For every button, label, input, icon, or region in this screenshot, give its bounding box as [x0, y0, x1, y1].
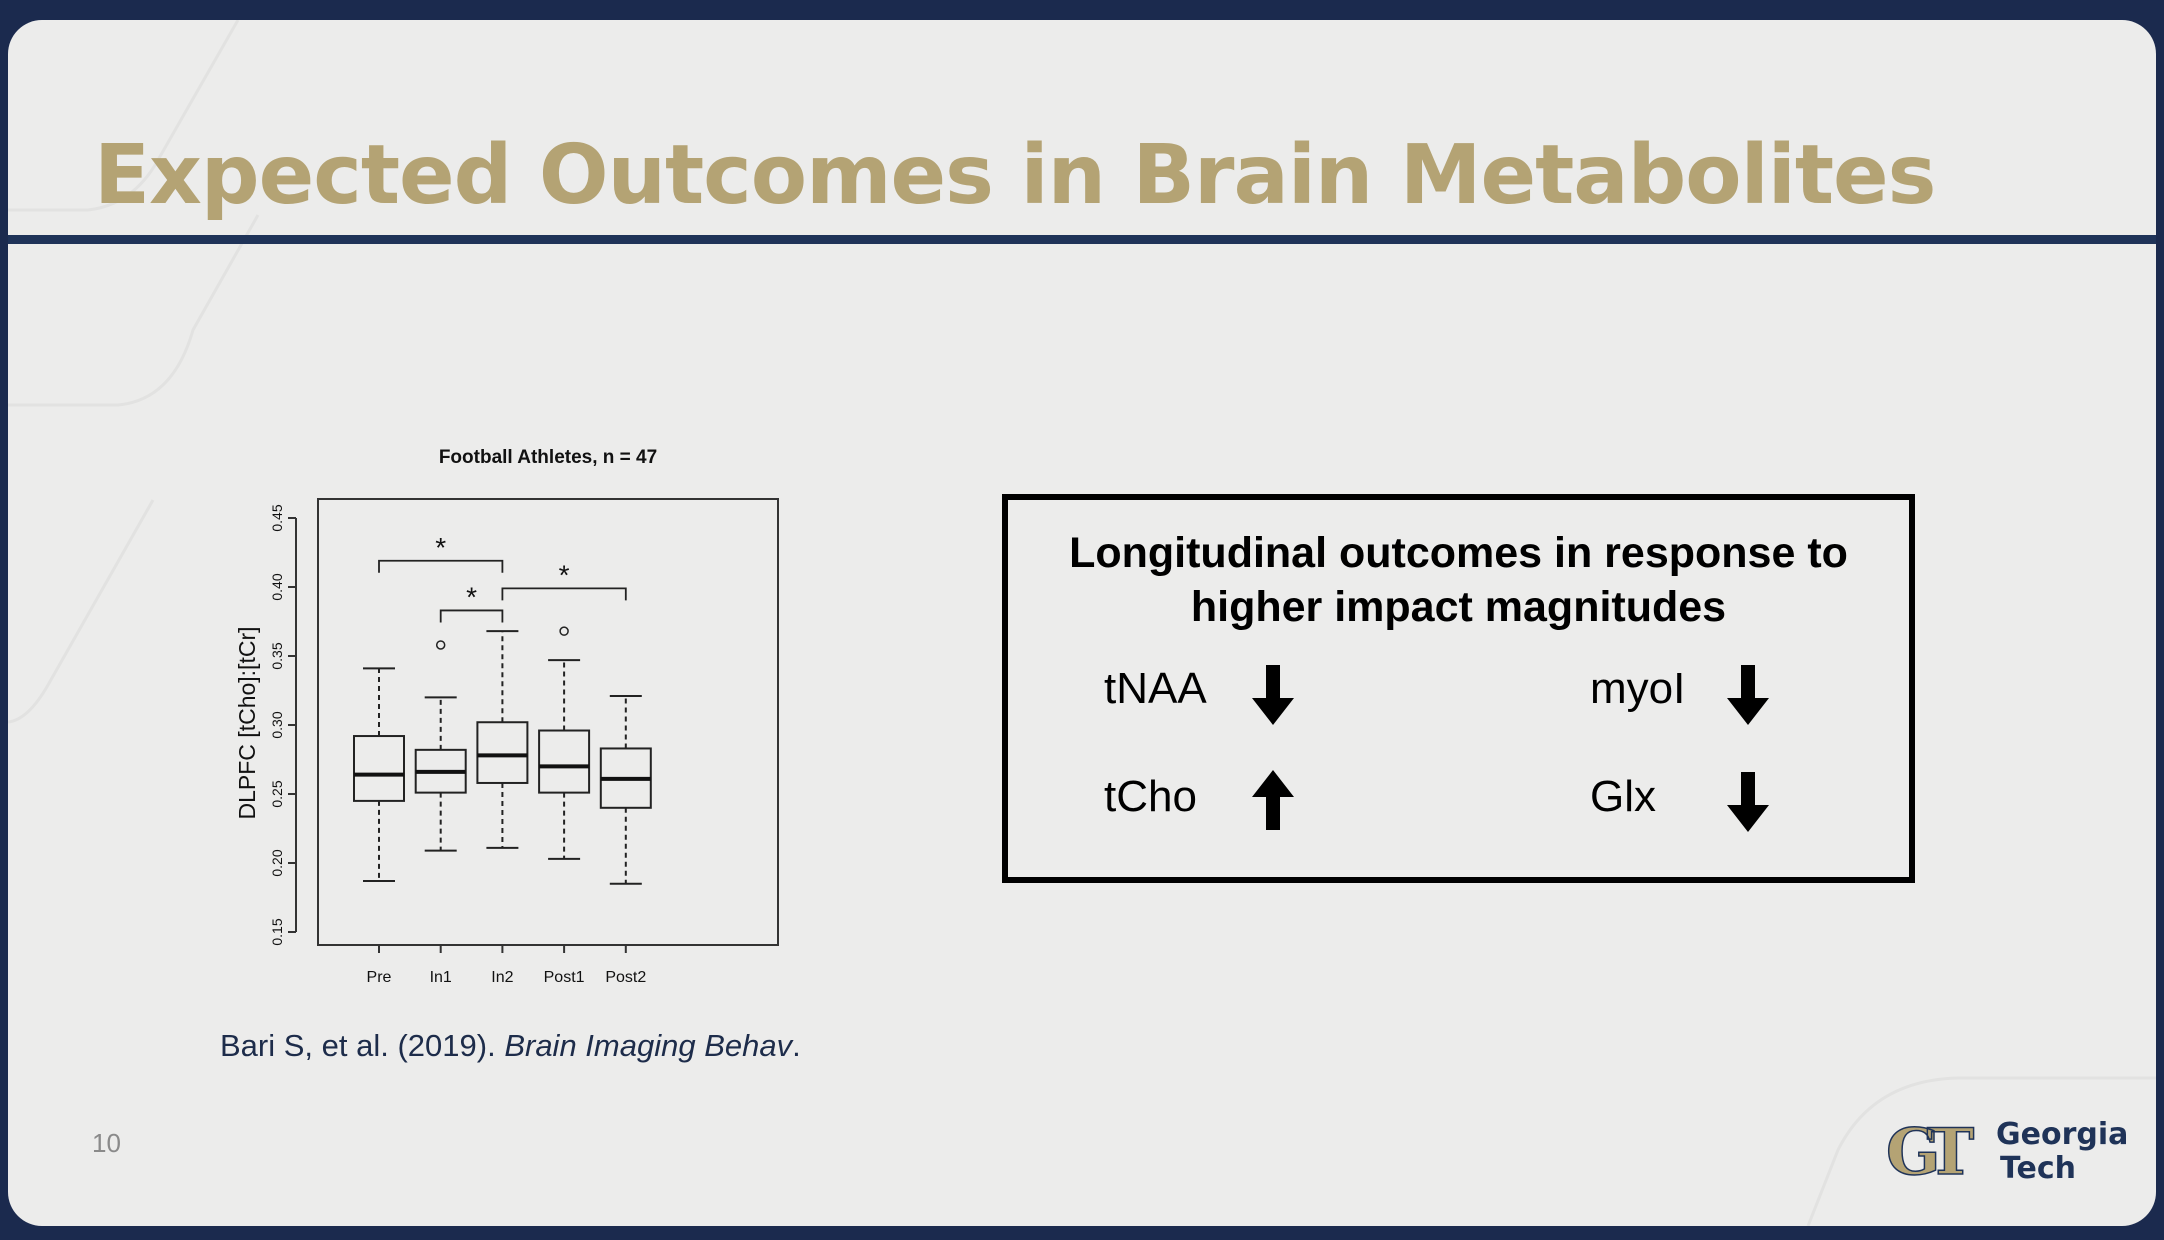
outlier-point — [559, 626, 569, 636]
page-number: 10 — [92, 1128, 121, 1158]
georgia-tech-logo: GT Georgia Tech — [1886, 1114, 2126, 1191]
title-underline — [8, 235, 2156, 244]
x-tick-label: Pre — [367, 969, 392, 986]
slide: Expected Outcomes in Brain Metabolites F… — [8, 20, 2156, 1226]
bracket-line — [439, 609, 504, 623]
citation-suffix: . — [792, 1028, 801, 1063]
arrow-down-icon — [1727, 772, 1769, 832]
significance-star: * — [559, 559, 570, 590]
box-pre — [353, 667, 405, 882]
iqr-box — [353, 735, 405, 802]
logo-line2: Tech — [2000, 1151, 2076, 1186]
y-axis: 0.15 0.20 0.25 0.30 0.35 0.40 0.45 — [269, 504, 297, 946]
metabolite-glx: Glx — [1590, 772, 1656, 821]
citation: Bari S, et al. (2019). Brain Imaging Beh… — [220, 1028, 801, 1064]
bracket-line — [378, 559, 504, 573]
logo-monogram: GT — [1886, 1115, 1974, 1190]
logo-line1: Georgia — [1996, 1117, 2126, 1152]
boxplot-chart: Football Athletes, n = 47 DLPFC [tCho]:[… — [234, 447, 779, 986]
bracket-line — [501, 587, 627, 601]
significance-star: * — [466, 581, 477, 612]
y-tick-label: 0.35 — [269, 642, 285, 669]
outcomes-title-line1: Longitudinal outcomes in response to — [1069, 529, 1848, 577]
y-tick-label: 0.45 — [269, 504, 285, 531]
iqr-box — [476, 721, 529, 784]
arrow-down-icon — [1252, 665, 1294, 725]
citation-journal: Brain Imaging Behav — [504, 1028, 793, 1063]
box-post2 — [599, 695, 652, 885]
x-tick-label: Post2 — [605, 969, 646, 986]
outcomes-title: Longitudinal outcomes in response to hig… — [1008, 526, 1909, 634]
metabolite-tcho: tCho — [1104, 772, 1197, 821]
x-axis: Pre In1 In2 Post1 Post2 — [367, 944, 646, 986]
significance-brackets: * * * — [378, 532, 627, 623]
plot-frame — [317, 498, 779, 946]
significance-bracket: * — [378, 532, 504, 573]
y-tick-label: 0.20 — [269, 849, 285, 876]
y-tick-label: 0.25 — [269, 780, 285, 807]
y-axis-label: DLPFC [tCho]:[tCr] — [234, 627, 260, 820]
metabolite-myoi: myoI — [1590, 664, 1686, 713]
significance-bracket: * — [501, 559, 627, 601]
arrow-up-icon — [1252, 770, 1294, 830]
box-in1 — [414, 640, 467, 852]
outcomes-box: Longitudinal outcomes in response to hig… — [1002, 494, 1915, 883]
y-tick-label: 0.30 — [269, 711, 285, 738]
outcomes-title-line2: higher impact magnitudes — [1190, 583, 1727, 631]
outlier-point — [435, 640, 446, 650]
citation-authors: Bari S, et al. (2019). — [220, 1028, 505, 1063]
arrow-down-icon — [1727, 665, 1769, 725]
box-in2 — [476, 630, 529, 849]
x-tick-label: In1 — [430, 969, 452, 986]
y-tick-label: 0.15 — [269, 918, 285, 945]
x-tick-label: In2 — [491, 969, 513, 986]
chart-title: Football Athletes, n = 47 — [439, 447, 657, 468]
iqr-box — [538, 729, 591, 794]
box-post1 — [538, 626, 591, 860]
significance-bracket: * — [439, 581, 504, 623]
box-series — [353, 626, 652, 885]
y-tick-label: 0.40 — [269, 573, 285, 600]
significance-star: * — [435, 532, 446, 563]
metabolite-tnaa: tNAA — [1104, 664, 1207, 713]
background-decoration — [8, 20, 2156, 1226]
x-tick-label: Post1 — [544, 969, 585, 986]
slide-title: Expected Outcomes in Brain Metabolites — [94, 128, 1936, 223]
